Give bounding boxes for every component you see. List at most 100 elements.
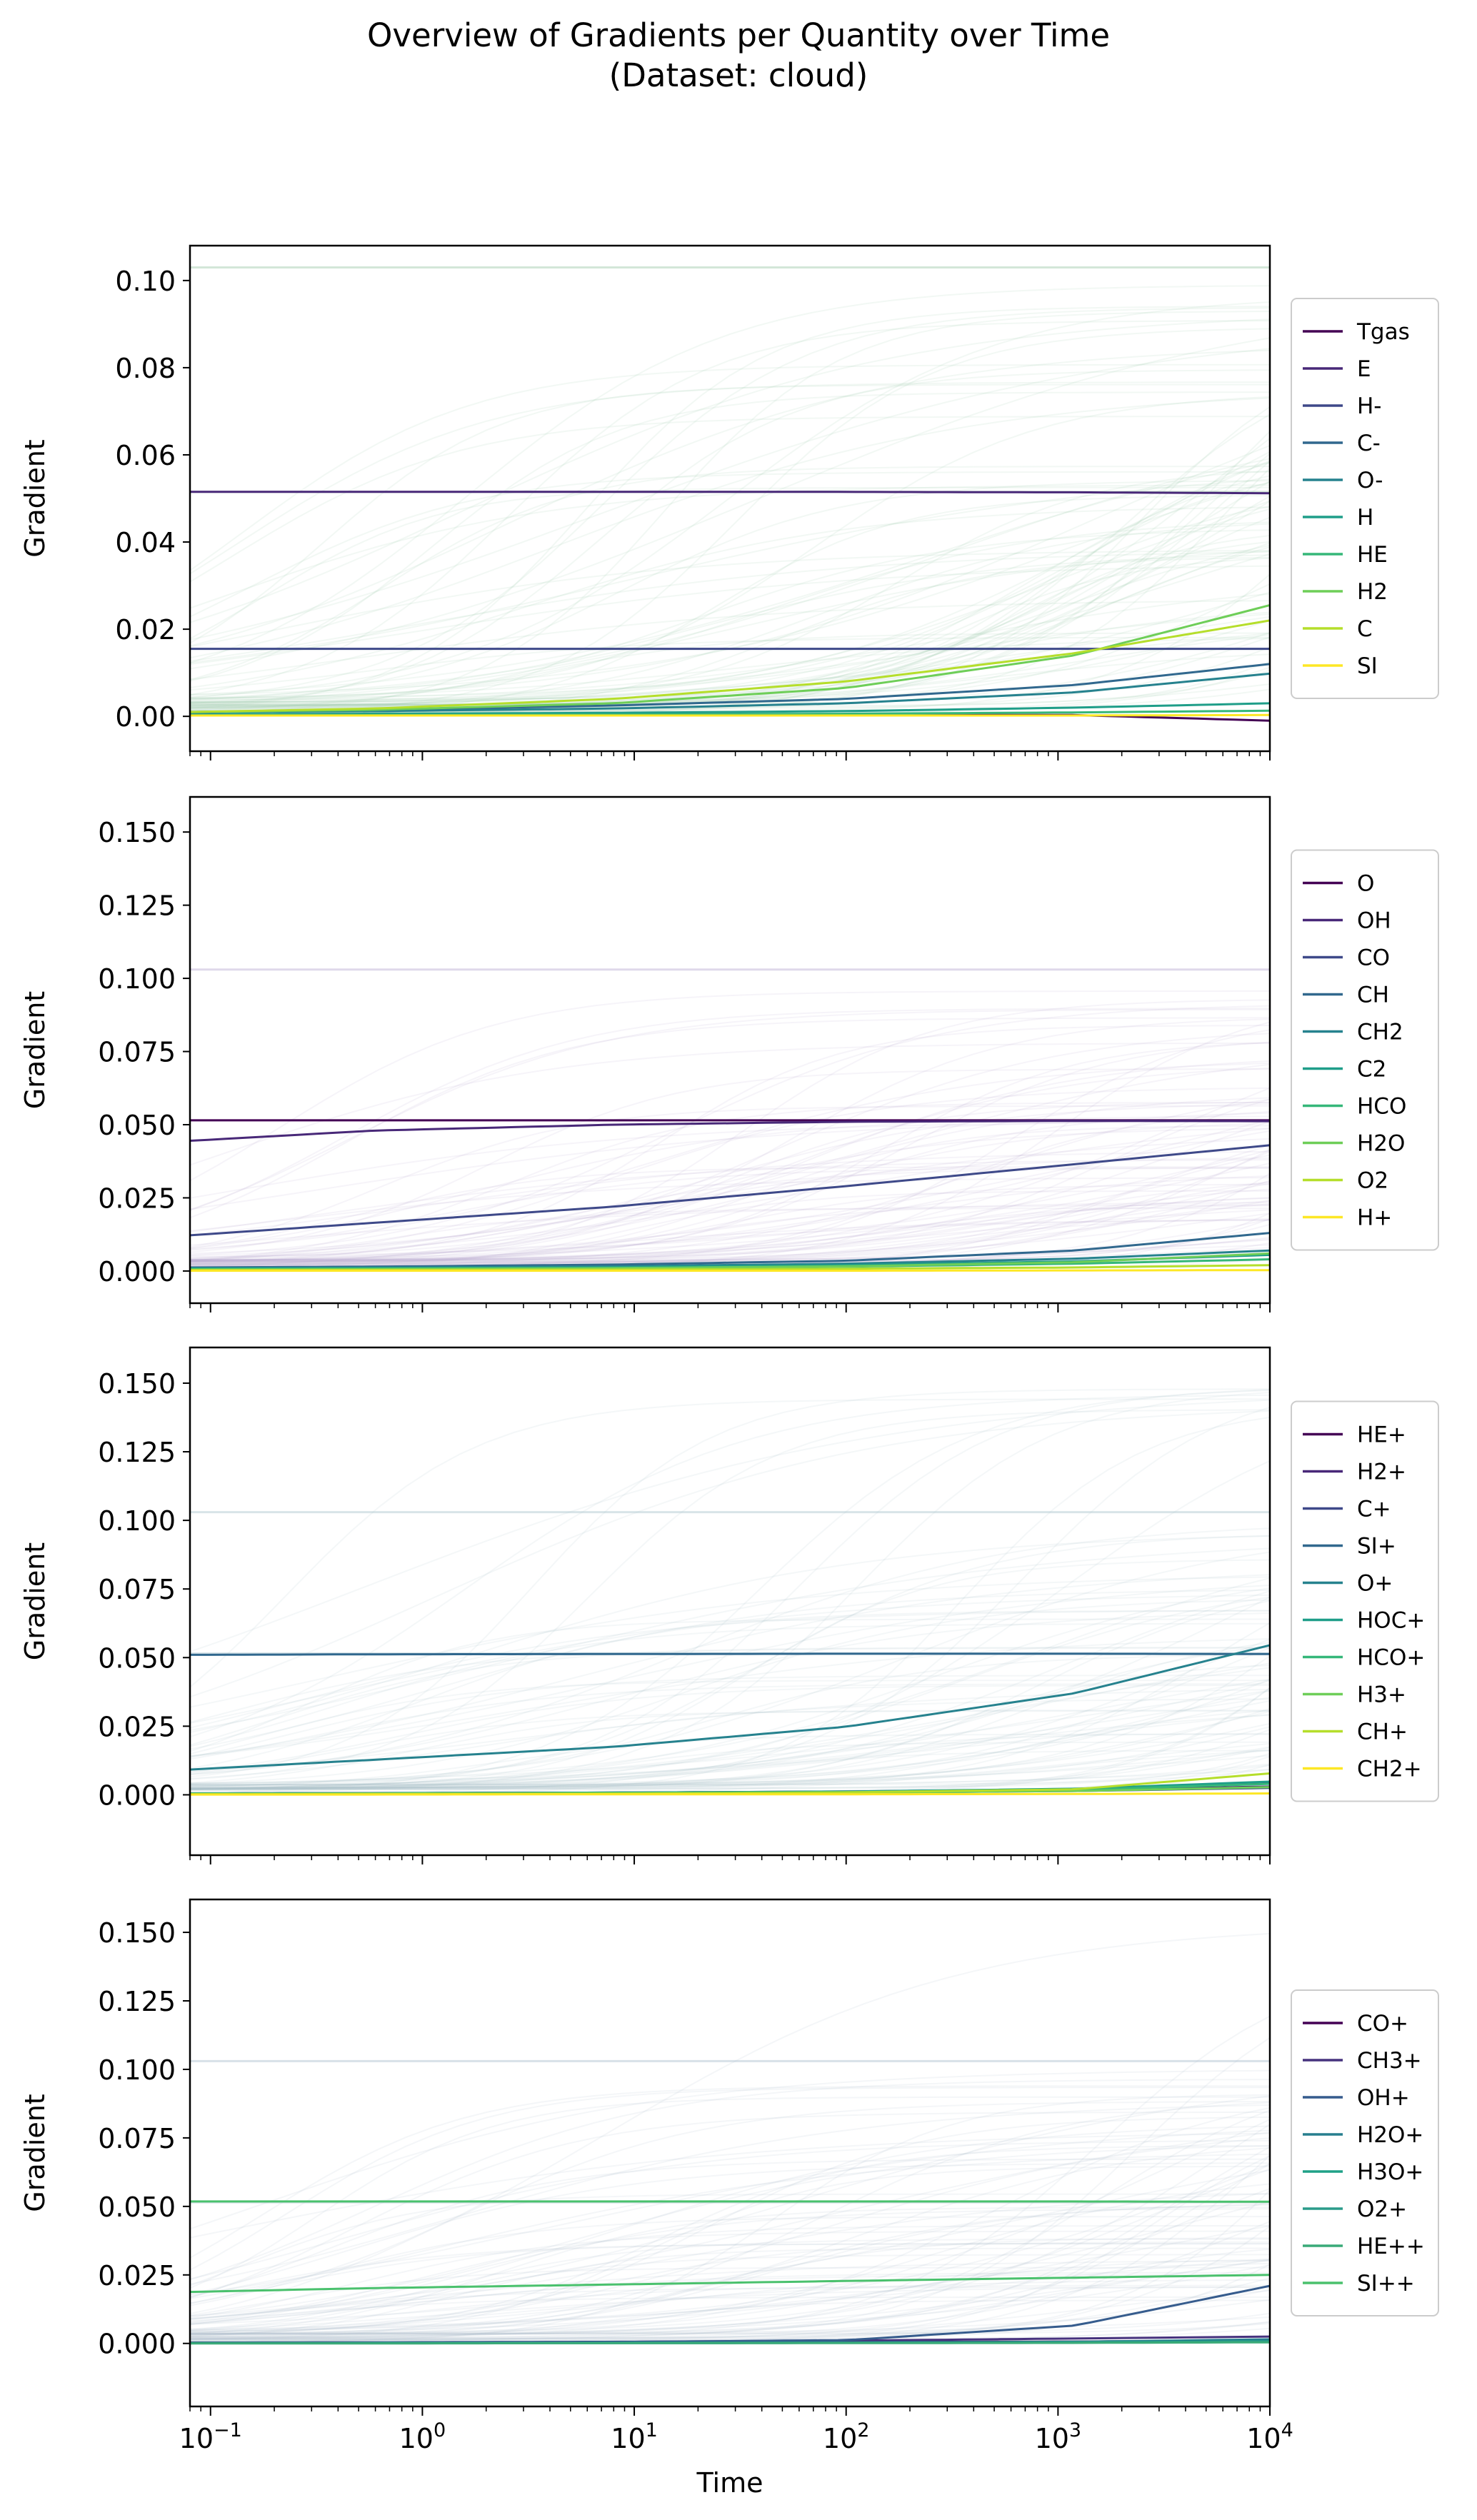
background-trace <box>190 1182 1270 1261</box>
x-tick-label: 101 <box>611 2419 658 2454</box>
background-trace <box>190 1060 1270 1267</box>
background-trace <box>190 1667 1270 1790</box>
background-trace <box>190 2279 1270 2334</box>
x-tick-label: 103 <box>1035 2419 1082 2454</box>
y-tick-label: 0.100 <box>98 1505 176 1537</box>
background-trace <box>190 1594 1270 1724</box>
background-trace <box>190 1063 1270 1255</box>
background-trace <box>190 501 1270 709</box>
y-tick-label: 0.000 <box>98 1779 176 1811</box>
background-trace <box>190 1068 1270 1253</box>
background-trace <box>190 529 1270 711</box>
plot-area <box>190 266 1270 722</box>
background-trace <box>190 1167 1270 1260</box>
background-trace <box>190 1675 1270 1759</box>
background-trace <box>190 1008 1270 1212</box>
background-trace <box>190 1025 1270 1260</box>
legend-label: H2 <box>1357 579 1388 605</box>
background-trace <box>190 438 1270 705</box>
background-trace <box>190 633 1270 707</box>
background-trace <box>190 1219 1270 1262</box>
background-trace <box>190 320 1270 696</box>
background-trace <box>190 1769 1270 1789</box>
background-trace <box>190 1042 1270 1262</box>
background-trace <box>190 1163 1270 1261</box>
y-tick-label: 0.125 <box>98 1986 176 2017</box>
background-trace <box>190 1115 1270 1250</box>
y-axis-label: Gradient <box>19 1542 51 1660</box>
legend-label: C- <box>1357 431 1381 456</box>
background-trace <box>190 636 1270 691</box>
y-tick-label: 0.08 <box>115 353 176 384</box>
legend: HE+ H2+ C+ SI+ O+ HOC+ HCO+ H3+ CH+ CH2+ <box>1291 1400 1439 1802</box>
background-trace <box>190 1204 1270 1246</box>
background-trace <box>190 1690 1270 1784</box>
background-trace <box>190 2299 1270 2335</box>
y-tick-label: 0.125 <box>98 1437 176 1468</box>
background-trace <box>190 1244 1270 1265</box>
background-trace <box>190 2277 1270 2339</box>
background-trace <box>190 1183 1270 1267</box>
background-trace <box>190 1647 1270 1723</box>
background-trace <box>190 2225 1270 2333</box>
legend-label: HE <box>1357 542 1388 568</box>
background-trace <box>190 2147 1270 2336</box>
figure-title-line1: Overview of Gradients per Quantity over … <box>366 16 1111 54</box>
background-trace <box>190 1710 1270 1775</box>
y-tick-label: 0.075 <box>98 2123 176 2154</box>
legend: CO+ CH3+ OH+ H2O+ H3O+ O2+ HE++ SI++ <box>1291 1989 1439 2316</box>
background-trace <box>190 2259 1270 2339</box>
legend-label: H3+ <box>1357 1682 1406 1708</box>
background-trace <box>190 2204 1270 2338</box>
axes-frame <box>189 244 1271 753</box>
background-trace <box>190 2163 1270 2341</box>
background-trace <box>190 1600 1270 1789</box>
background-trace <box>190 1638 1270 1757</box>
background-trace <box>190 1138 1270 1260</box>
background-trace <box>190 2258 1270 2331</box>
background-trace <box>190 1678 1270 1789</box>
series-line-siplus <box>190 1652 1270 1656</box>
background-trace <box>190 1067 1270 1258</box>
background-trace <box>190 466 1270 681</box>
y-tick-label: 0.02 <box>115 614 176 646</box>
x-tick-label: 104 <box>1246 2419 1293 2454</box>
background-trace <box>190 1647 1270 1790</box>
background-trace <box>190 2208 1270 2326</box>
background-trace <box>190 1596 1270 1787</box>
background-trace <box>190 2125 1270 2320</box>
background-trace <box>190 460 1270 703</box>
background-trace <box>190 1128 1270 1263</box>
series-line-c <box>190 619 1270 713</box>
background-trace <box>190 1167 1270 1251</box>
y-tick-label: 0.025 <box>98 2260 176 2291</box>
background-trace <box>190 1398 1270 1688</box>
background-trace <box>190 1018 1270 1262</box>
series-line-si <box>190 713 1270 717</box>
legend-label: OH+ <box>1357 2085 1410 2111</box>
background-trace <box>190 2101 1270 2314</box>
y-tick-label: 0.10 <box>115 266 176 297</box>
legend-label: HOC+ <box>1357 1608 1425 1634</box>
background-trace <box>190 1618 1270 1752</box>
background-trace <box>190 1166 1270 1249</box>
background-trace <box>190 2119 1270 2340</box>
series-line-siplusplus <box>190 2274 1270 2294</box>
background-trace <box>190 2183 1270 2341</box>
background-trace <box>190 2169 1270 2325</box>
background-trace <box>190 2123 1270 2338</box>
background-trace <box>190 2286 1270 2331</box>
background-trace <box>190 2193 1270 2286</box>
background-trace <box>190 1125 1270 1265</box>
background-trace <box>190 506 1270 703</box>
background-trace <box>190 2116 1270 2333</box>
legend-label: HE+ <box>1357 1422 1406 1448</box>
background-trace <box>190 1120 1270 1199</box>
y-tick-label: 0.100 <box>98 963 176 995</box>
axes-frame <box>189 1346 1271 1857</box>
background-trace <box>190 1149 1270 1258</box>
background-trace <box>190 1394 1270 1738</box>
background-trace <box>190 2109 1270 2334</box>
background-trace <box>190 2284 1270 2330</box>
background-trace <box>190 1622 1270 1789</box>
